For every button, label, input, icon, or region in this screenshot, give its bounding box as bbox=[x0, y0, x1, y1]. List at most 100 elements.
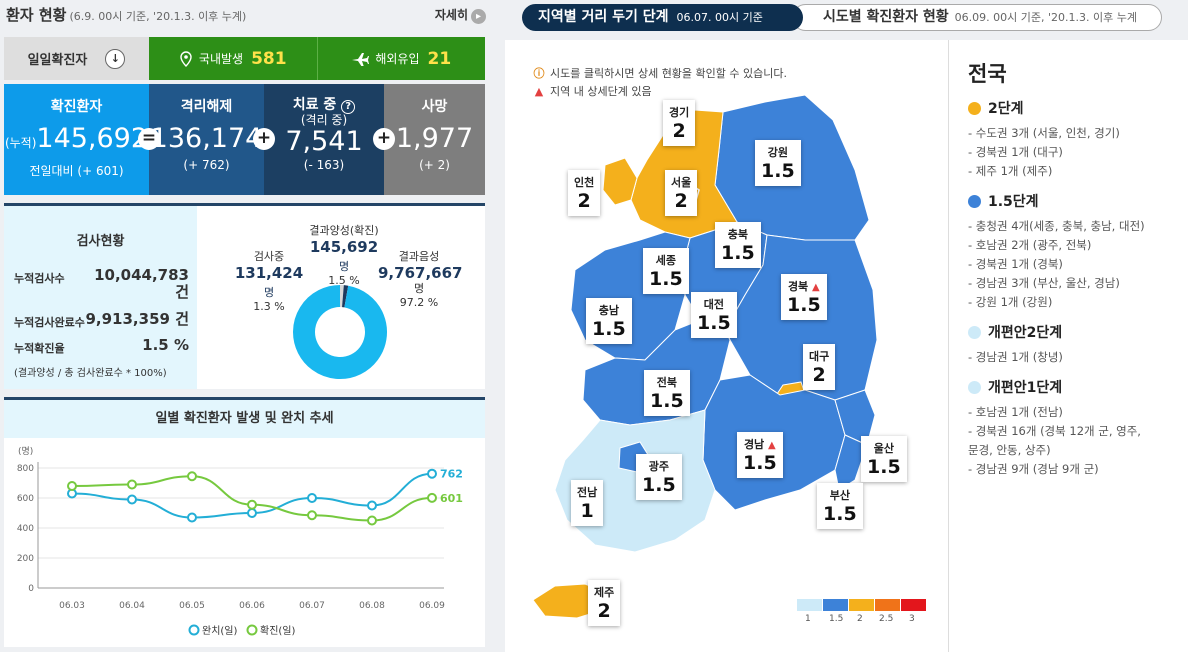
region-label-gyeongbuk[interactable]: 경북 ▲ 1.5 bbox=[781, 274, 827, 320]
test-donut-chart bbox=[293, 285, 387, 379]
tab-distancing-level[interactable]: 지역별 거리 두기 단계 06.07. 00시 기준 bbox=[522, 4, 803, 31]
korea-map bbox=[532, 94, 878, 619]
airplane-icon bbox=[352, 52, 370, 66]
tab-date: 06.09. 00시 기준, '20.1.3. 이후 누계 bbox=[954, 11, 1137, 24]
legend-swatch bbox=[901, 599, 926, 611]
legend-label: 1 bbox=[805, 614, 811, 624]
domestic-value: 581 bbox=[251, 48, 287, 69]
x-tick-label: 06.03 bbox=[59, 601, 85, 611]
region-label-chungnam[interactable]: 충남 1.5 bbox=[586, 298, 632, 344]
level-section: 1.5단계 - 충청권 4개(세종, 충북, 충남, 대전) - 호남권 2개 (광… bbox=[968, 191, 1188, 312]
x-tick-label: 06.08 bbox=[359, 601, 385, 611]
test-row-complete: 누적검사완료수 9,913,359 건 bbox=[14, 311, 189, 330]
test-formula: (결과양성 / 총 검사완료수 * 100%) bbox=[14, 368, 167, 379]
y-tick-label: 200 bbox=[17, 554, 34, 564]
region-shape-incheon[interactable] bbox=[602, 157, 638, 206]
x-tick-label: 06.05 bbox=[179, 601, 205, 611]
confirmed-label: 확진환자 bbox=[50, 99, 103, 115]
legend-swatch bbox=[823, 599, 848, 611]
legend-label: 1.5 bbox=[829, 614, 844, 624]
level-section: 2단계 - 수도권 3개 (서울, 인천, 경기) - 경북권 1개 (대구) - 제… bbox=[968, 98, 1188, 181]
legend-marker bbox=[188, 624, 200, 636]
level-section-title: 2단계 bbox=[968, 98, 1188, 118]
data-point bbox=[427, 492, 437, 503]
distancing-panel: 시도별 확진환자 현황 06.09. 00시 기준, '20.1.3. 이후 누계… bbox=[505, 0, 1188, 652]
panel-header: 환자 현황 (6.9. 00시 기준, '20.1.3. 이후 누계) 자세히 ▸ bbox=[6, 4, 486, 28]
level-section-title: 1.5단계 bbox=[968, 191, 1188, 211]
tab-label: 시도별 확진환자 현황 bbox=[823, 9, 949, 25]
treating-box: 치료 중 ? (격리 중) 7,541 (- 163) + bbox=[264, 84, 395, 195]
region-label-chungbuk[interactable]: 충북 1.5 bbox=[715, 222, 761, 268]
test-key: 누적검사완료수 bbox=[14, 316, 85, 329]
treating-sub: (격리 중) bbox=[300, 113, 348, 127]
page-subtitle: (6.9. 00시 기준, '20.1.3. 이후 누계) bbox=[69, 10, 247, 23]
treating-label-row: 치료 중 ? bbox=[264, 94, 384, 114]
tab-bar: 시도별 확진환자 현황 06.09. 00시 기준, '20.1.3. 이후 누계… bbox=[522, 4, 1164, 31]
region-label-daejeon[interactable]: 대전 1.5 bbox=[691, 292, 737, 338]
map-note-click: ⓘ 시도를 클릭하시면 상세 현황을 확인할 수 있습니다. bbox=[533, 67, 788, 80]
region-label-incheon[interactable]: 인천 2 bbox=[568, 170, 601, 216]
region-label-jeonnam[interactable]: 전남 1 bbox=[571, 480, 604, 526]
arrow-down-icon[interactable]: ↓ bbox=[105, 48, 126, 69]
x-tick-label: 06.09 bbox=[419, 601, 445, 611]
treating-value: 7,541 bbox=[285, 126, 363, 157]
more-link[interactable]: 자세히 ▸ bbox=[435, 6, 486, 24]
data-point bbox=[247, 508, 257, 518]
region-label-seoul[interactable]: 서울 2 bbox=[665, 170, 698, 216]
daily-cases-bar: 일일확진자 ↓ 국내발생 581 해외유입 21 bbox=[4, 37, 485, 80]
location-pin-icon bbox=[180, 50, 192, 67]
level-section-item: - 경남권 9개 (경남 9개 군) bbox=[968, 462, 1099, 476]
region-shape-ulsan[interactable] bbox=[834, 389, 876, 446]
level-legend: 1 1.5 2 2.5 3 bbox=[797, 596, 927, 624]
national-summary: 전국 2단계 - 수도권 3개 (서울, 인천, 경기) - 경북권 1개 (대구)… bbox=[948, 40, 1188, 652]
tab-date: 06.07. 00시 기준 bbox=[676, 11, 763, 24]
treating-delta: (- 163) bbox=[303, 158, 345, 172]
legend-marker bbox=[246, 624, 258, 636]
region-label-daegu[interactable]: 대구 2 bbox=[803, 344, 836, 390]
overseas-label: 해외유입 bbox=[375, 52, 420, 66]
data-point bbox=[367, 515, 377, 526]
legend-swatch bbox=[849, 599, 874, 611]
legend-label: 완치(일) bbox=[202, 625, 238, 637]
level-section-item: 문경, 안동, 상주) bbox=[968, 443, 1051, 457]
level-section-title: 개편안2단계 bbox=[968, 322, 1188, 342]
test-key: 누적검사수 bbox=[14, 272, 65, 285]
level-section-item: - 호남권 2개 (광주, 전북) bbox=[968, 238, 1092, 252]
region-label-gyeonggi[interactable]: 경기 2 bbox=[663, 100, 696, 146]
level-section-item: - 강원 1개 (강원) bbox=[968, 295, 1053, 309]
region-label-busan[interactable]: 부산 1.5 bbox=[817, 483, 863, 529]
confirmed-delta: 전일대비 (+ 601) bbox=[29, 164, 124, 178]
region-label-jeonbuk[interactable]: 전북 1.5 bbox=[644, 370, 690, 416]
level-section-item: - 경북권 1개 (경북) bbox=[968, 257, 1063, 271]
region-label-ulsan[interactable]: 울산 1.5 bbox=[861, 436, 907, 482]
level-section-item: - 경북권 1개 (대구) bbox=[968, 145, 1063, 159]
level-section-title: 개편안1단계 bbox=[968, 377, 1188, 397]
region-label-sejong[interactable]: 세종 1.5 bbox=[643, 248, 689, 294]
tab-regional-cases[interactable]: 시도별 확진환자 현황 06.09. 00시 기준, '20.1.3. 이후 누계 bbox=[792, 4, 1162, 31]
level-dot-icon bbox=[968, 325, 981, 339]
daily-label-box: 일일확진자 ↓ bbox=[4, 37, 149, 80]
data-point bbox=[307, 493, 317, 503]
region-label-gwangju[interactable]: 광주 1.5 bbox=[636, 454, 682, 500]
region-label-gyeongnam[interactable]: 경남 ▲ 1.5 bbox=[737, 432, 783, 478]
y-tick-label: 800 bbox=[17, 464, 34, 474]
info-icon: ⓘ bbox=[533, 67, 545, 80]
x-tick-label: 06.04 bbox=[119, 601, 145, 611]
distancing-map: ⓘ 시도를 클릭하시면 상세 현황을 확인할 수 있습니다. ▲ 지역 내 상세단계… bbox=[505, 40, 948, 652]
region-label-gangwon[interactable]: 강원 1.5 bbox=[755, 140, 801, 186]
confirmed-value: 145,692 bbox=[36, 123, 149, 154]
deaths-value: 1,977 bbox=[395, 123, 474, 154]
region-label-jeju[interactable]: 제주 2 bbox=[588, 580, 621, 626]
trend-chart-panel: 일별 확진환자 발생 및 완치 추세 (명) 0 200 400 600 800 06.03… bbox=[4, 397, 485, 647]
test-value: 1.5 % bbox=[142, 336, 189, 354]
legend-label: 2.5 bbox=[879, 614, 894, 624]
help-icon[interactable]: ? bbox=[341, 100, 356, 114]
test-title: 검사현황 bbox=[76, 234, 125, 249]
legend-swatch bbox=[875, 599, 900, 611]
domestic-cases: 국내발생 581 bbox=[149, 37, 317, 80]
chevron-right-icon: ▸ bbox=[471, 9, 486, 24]
y-tick-label: 600 bbox=[17, 494, 34, 504]
summary-boxes: 확진환자 (누적)145,692 전일대비 (+ 601) = 격리해제 136… bbox=[4, 84, 485, 195]
released-label: 격리해제 bbox=[180, 99, 233, 115]
data-point bbox=[127, 479, 137, 490]
